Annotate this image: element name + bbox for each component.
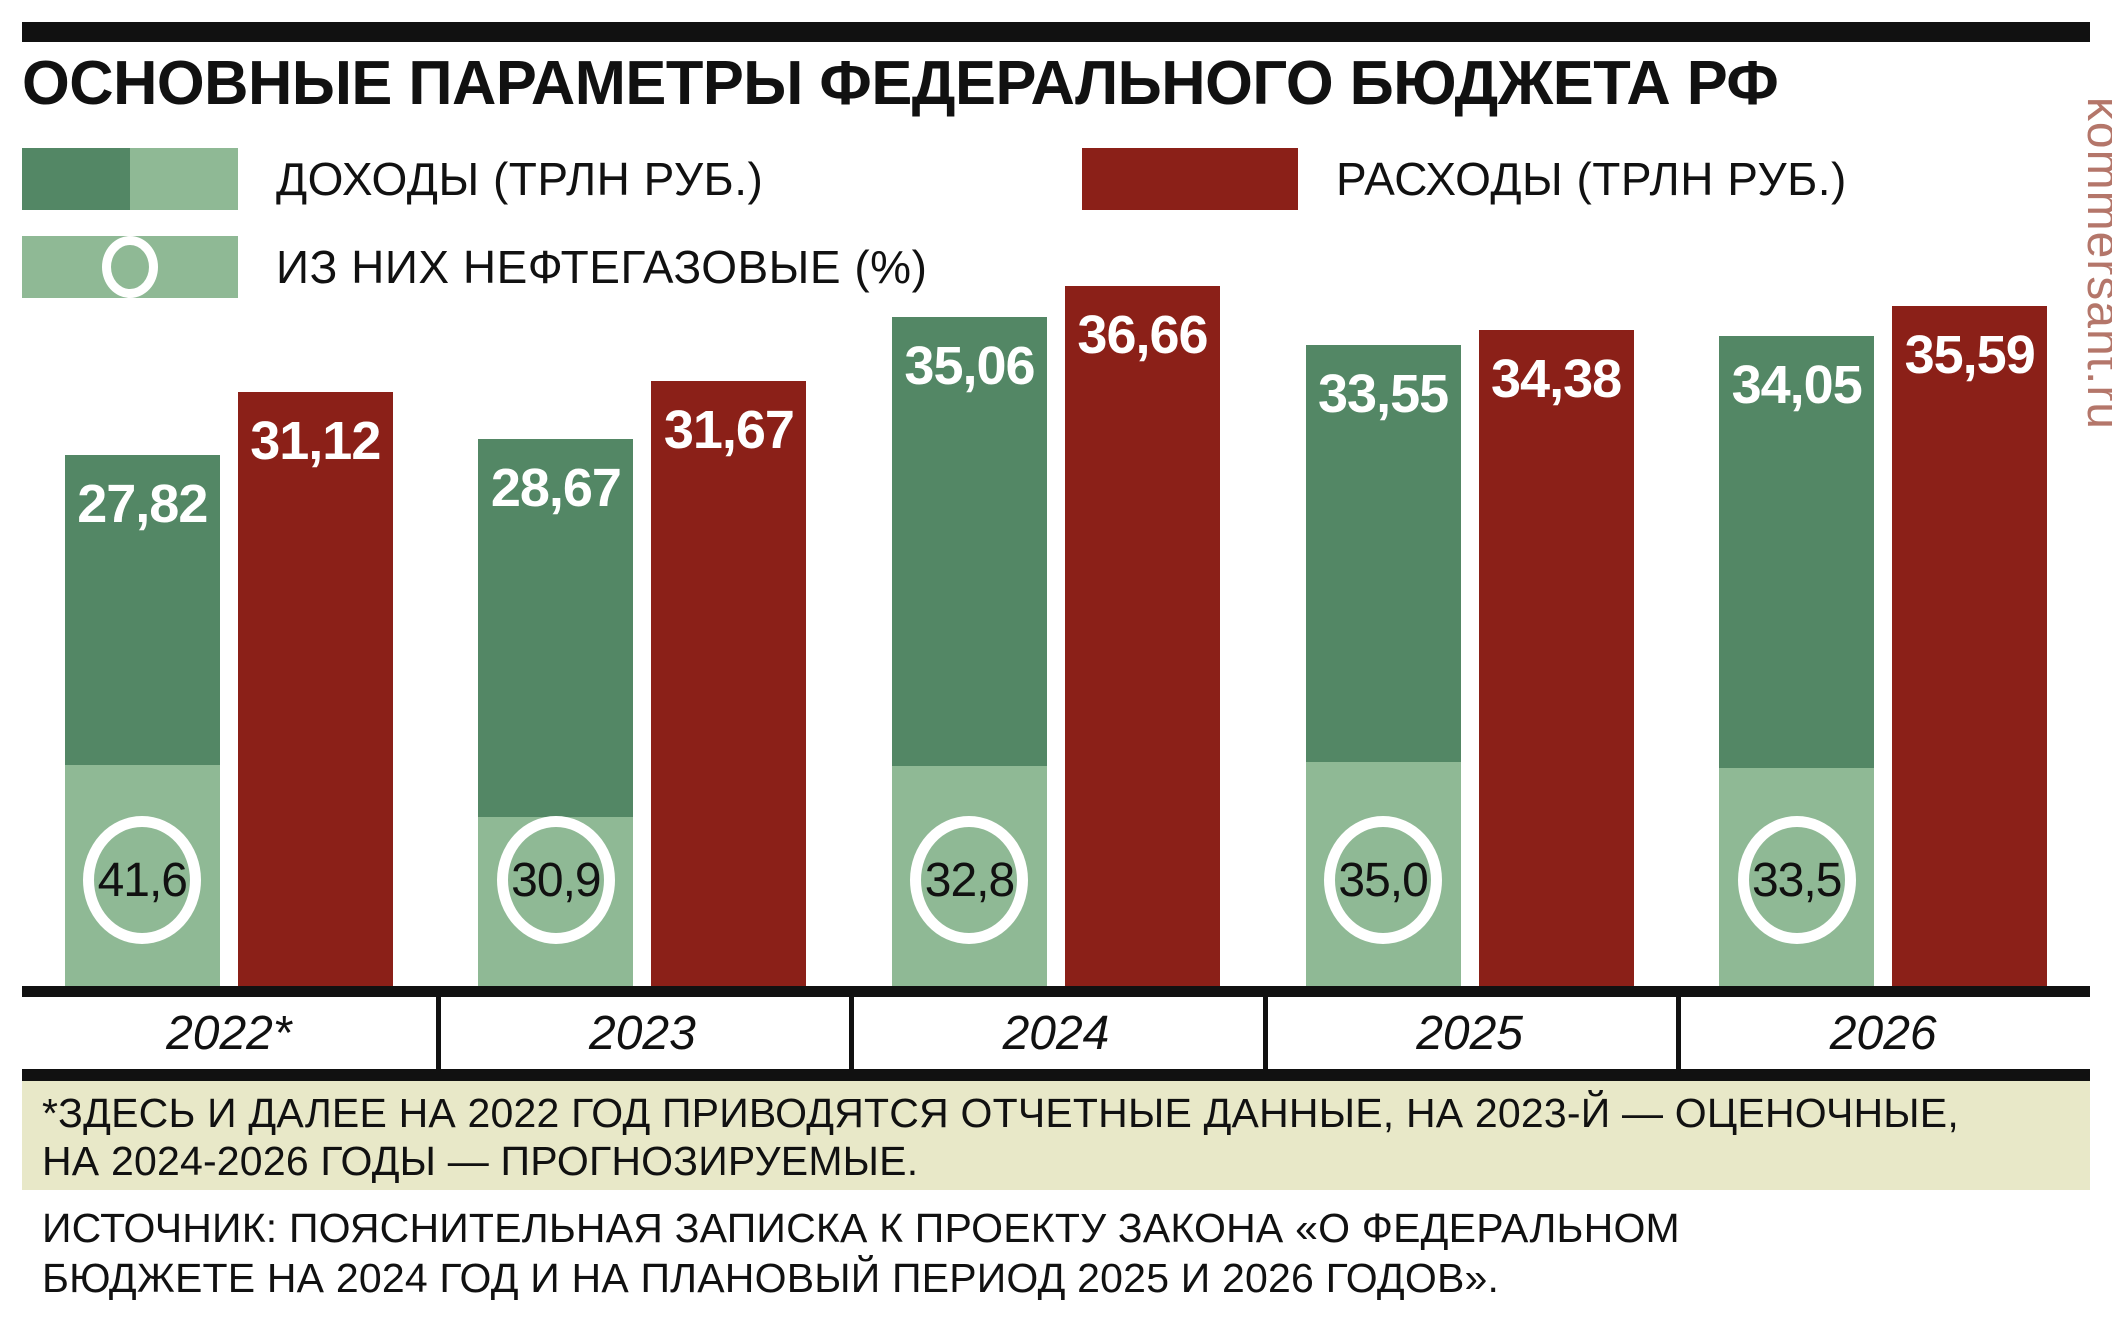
income-value-label: 34,05: [1731, 354, 1863, 415]
year-label: 2026: [1676, 997, 2090, 1069]
year-label-text: 2026: [1829, 1006, 1937, 1060]
circle-icon: [102, 236, 158, 298]
expense-value-label: 31,12: [250, 410, 381, 471]
source-note: ИСТОЧНИК: ПОЯСНИТЕЛЬНАЯ ЗАПИСКА К ПРОЕКТ…: [42, 1203, 2082, 1303]
footnote-text: *ЗДЕСЬ И ДАЛЕЕ НА 2022 ГОД ПРИВОДЯТСЯ ОТ…: [42, 1089, 2076, 1185]
oilgas-percent-value: 41,6: [97, 853, 188, 907]
income-bar[interactable]: 27,82 41,6: [64, 454, 220, 986]
income-value-label: 27,82: [77, 473, 208, 534]
legend-item-expense[interactable]: РАСХОДЫ (ТРЛН РУБ.): [1082, 148, 1847, 210]
income-value-label: 33,55: [1318, 364, 1449, 425]
year-divider: [1676, 997, 1682, 1069]
bar-group: 35,06 32,8 36,66: [849, 286, 1263, 986]
bar-group: 34,05 33,5 35,59: [1676, 286, 2090, 986]
footnote-line-1: *ЗДЕСЬ И ДАЛЕЕ НА 2022 ГОД ПРИВОДЯТСЯ ОТ…: [42, 1090, 1959, 1136]
oilgas-swatch: [22, 236, 238, 298]
year-divider: [849, 997, 855, 1069]
footnote-box: *ЗДЕСЬ И ДАЛЕЕ НА 2022 ГОД ПРИВОДЯТСЯ ОТ…: [22, 1069, 2090, 1190]
oilgas-percent-value: 30,9: [511, 853, 601, 907]
legend-label-oilgas: ИЗ НИХ НЕФТЕГАЗОВЫЕ (%): [276, 241, 928, 293]
expense-swatch: [1082, 148, 1298, 210]
expense-value-label: 34,38: [1491, 348, 1622, 409]
year-label-text: 2023: [589, 1006, 696, 1060]
year-label-text: 2025: [1416, 1006, 1523, 1060]
year-label: 2023: [436, 997, 850, 1069]
legend-label-income: ДОХОДЫ (ТРЛН РУБ.): [276, 153, 764, 205]
expense-bar[interactable]: 34,38: [1478, 329, 1634, 986]
income-bar[interactable]: 34,05 33,5: [1719, 335, 1875, 986]
oilgas-percent-value: 32,8: [924, 853, 1015, 907]
footnote-line-2: НА 2024-2026 ГОДЫ — ПРОГНОЗИРУЕМЫЕ.: [42, 1138, 919, 1184]
axis-baseline: [22, 986, 2090, 997]
expense-value-label: 36,66: [1077, 305, 1208, 365]
watermark: kommersant.ru: [2077, 96, 2112, 430]
legend: ДОХОДЫ (ТРЛН РУБ.) РАСХОДЫ (ТРЛН РУБ.) И…: [22, 148, 2082, 298]
legend-item-income[interactable]: ДОХОДЫ (ТРЛН РУБ.): [22, 148, 763, 210]
expense-value-label: 35,59: [1904, 325, 2036, 386]
bar-group: 33,55 35,0 34,38: [1263, 286, 1677, 986]
expense-bar[interactable]: 31,12: [237, 391, 393, 986]
bar-group: 28,67 30,9 31,67: [436, 286, 850, 986]
source-line-2: БЮДЖЕТЕ НА 2024 ГОД И НА ПЛАНОВЫЙ ПЕРИОД…: [42, 1255, 1500, 1301]
income-bar[interactable]: 33,55 35,0: [1305, 345, 1461, 986]
year-label: 2024: [849, 997, 1263, 1069]
oilgas-percent-badge: 32,8: [910, 816, 1029, 944]
year-label: 2022*: [22, 997, 436, 1069]
oilgas-percent-value: 35,0: [1338, 853, 1428, 907]
bar-chart-plot: 27,82 41,6 31,12 28,67 30,9 31,67 35,06 32,8 36,…: [22, 286, 2090, 986]
oilgas-percent-badge: 35,0: [1324, 816, 1443, 944]
bar-group: 27,82 41,6 31,12: [22, 286, 436, 986]
source-line-1: ИСТОЧНИК: ПОЯСНИТЕЛЬНАЯ ЗАПИСКА К ПРОЕКТ…: [42, 1205, 1680, 1251]
income-dark-half: [22, 148, 130, 210]
legend-label-expense: РАСХОДЫ (ТРЛН РУБ.): [1336, 153, 1847, 205]
income-swatch: [22, 148, 238, 210]
year-divider: [435, 997, 441, 1069]
page-title: ОСНОВНЫЕ ПАРАМЕТРЫ ФЕДЕРАЛЬНОГО БЮДЖЕТА …: [22, 49, 1779, 118]
year-label-text: 2024: [1002, 1006, 1110, 1060]
top-rule: [22, 22, 2090, 42]
year-axis-labels: 2022* 2023 2024 2025 2026: [22, 997, 2090, 1069]
expense-bar[interactable]: 36,66: [1064, 286, 1220, 986]
income-bar[interactable]: 35,06 32,8: [891, 316, 1047, 986]
oilgas-percent-value: 33,5: [1751, 853, 1842, 907]
oilgas-percent-badge: 33,5: [1737, 816, 1856, 944]
footnote-top-rule: [22, 1069, 2090, 1081]
income-light-half: [130, 148, 238, 210]
year-label-text: 2022*: [166, 1006, 292, 1060]
expense-bar[interactable]: 35,59: [1892, 306, 2048, 986]
income-value-label: 35,06: [904, 335, 1035, 396]
expense-value-label: 31,67: [663, 400, 795, 461]
income-value-label: 28,67: [490, 457, 622, 518]
year-label: 2025: [1263, 997, 1677, 1069]
oilgas-percent-badge: 41,6: [83, 816, 202, 944]
legend-item-oilgas[interactable]: ИЗ НИХ НЕФТЕГАЗОВЫЕ (%): [22, 236, 927, 298]
year-divider: [1262, 997, 1268, 1069]
income-bar[interactable]: 28,67 30,9: [478, 438, 634, 986]
expense-bar[interactable]: 31,67: [651, 381, 807, 986]
expense-color-block: [1082, 148, 1298, 210]
oilgas-percent-badge: 30,9: [496, 816, 615, 944]
